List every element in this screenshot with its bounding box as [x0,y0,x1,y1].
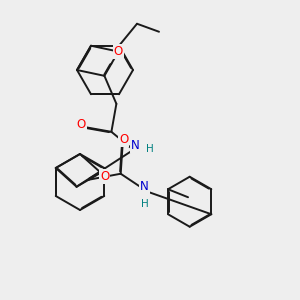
Text: O: O [77,118,86,131]
Text: O: O [100,170,110,183]
Text: O: O [114,45,123,58]
Text: H: H [146,144,153,154]
Text: N: N [140,180,149,193]
Text: O: O [119,133,128,146]
Text: H: H [141,199,148,209]
Text: N: N [131,139,140,152]
